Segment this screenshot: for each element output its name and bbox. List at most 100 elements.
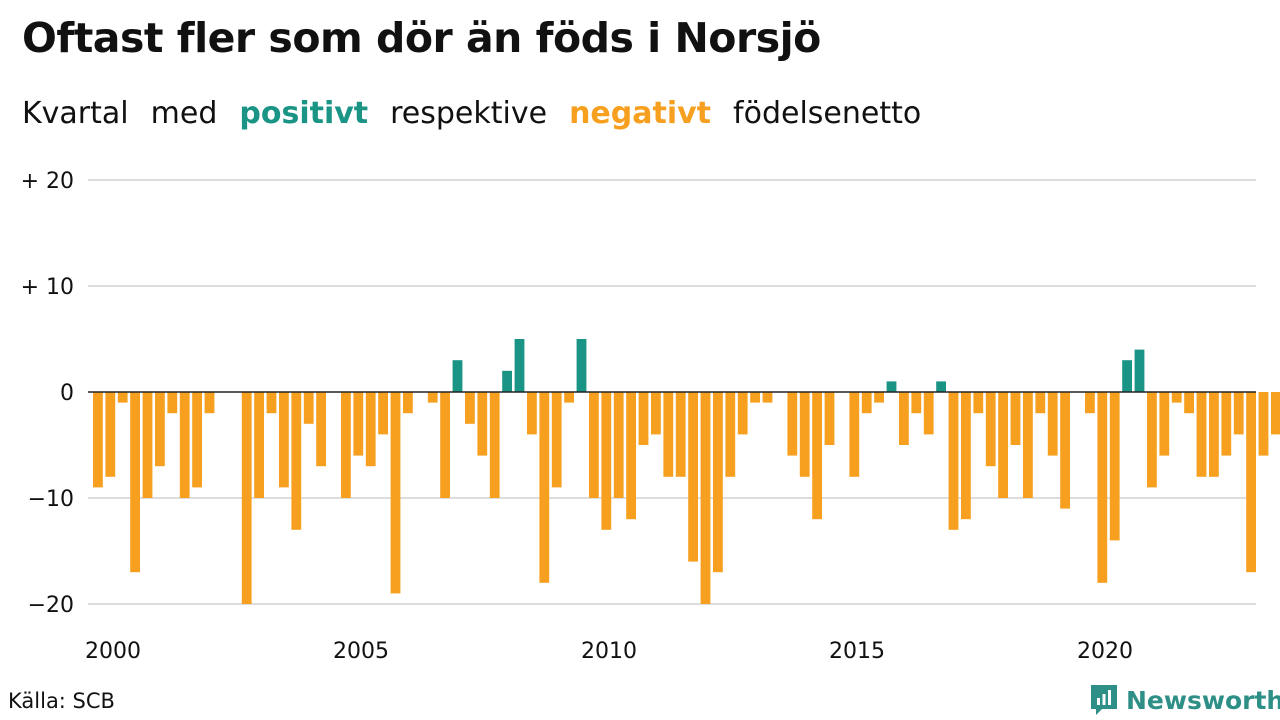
bar <box>155 392 165 467</box>
x-tick-label: 2010 <box>581 639 637 664</box>
bar <box>241 392 252 604</box>
bar <box>663 392 674 477</box>
bar <box>638 392 649 445</box>
subtitle-word: respektive <box>390 96 548 131</box>
bar <box>279 392 289 488</box>
bar <box>539 392 550 583</box>
bar <box>1171 392 1182 403</box>
x-tick-label: 2000 <box>85 639 141 664</box>
subtitle-word: Kvartal <box>22 96 129 131</box>
brand-name: Newsworthy <box>1126 685 1280 715</box>
brand-logo: Newsworthy <box>1088 683 1280 717</box>
bar <box>316 392 326 467</box>
bar <box>527 392 537 435</box>
bar <box>936 381 946 392</box>
bar <box>589 392 599 498</box>
bar <box>688 392 698 562</box>
bar <box>1271 392 1280 435</box>
bar <box>167 392 178 414</box>
bar <box>750 392 760 403</box>
bar <box>365 392 376 467</box>
bar <box>1184 392 1194 414</box>
bar <box>1233 392 1244 435</box>
bar <box>1134 349 1145 392</box>
bar <box>576 339 587 392</box>
bar <box>1209 392 1219 477</box>
bar <box>985 392 996 467</box>
bar <box>440 392 450 498</box>
y-tick-label: + 20 <box>21 169 74 194</box>
bar <box>502 370 512 392</box>
bar <box>961 392 971 520</box>
bar <box>452 360 463 392</box>
bar <box>911 392 922 414</box>
bar <box>849 392 860 477</box>
x-tick-label: 2005 <box>333 639 389 664</box>
bar <box>874 392 884 403</box>
bar <box>291 392 302 530</box>
bar <box>1060 392 1070 509</box>
bar <box>204 392 215 414</box>
bar <box>514 339 525 392</box>
bar <box>489 392 500 498</box>
y-tick-label: −10 <box>28 487 74 512</box>
chart-subtitle: Kvartal med positivt respektive negativt föde… <box>22 96 943 131</box>
bar <box>675 392 686 477</box>
bar <box>403 392 413 414</box>
bar <box>427 392 438 403</box>
bar <box>886 381 897 392</box>
subtitle-positive-word: positivt <box>239 96 369 131</box>
bar <box>787 392 798 456</box>
chart-title: Oftast fler som dör än föds i Norsjö <box>22 14 821 62</box>
bar <box>1122 360 1132 392</box>
bar <box>1196 392 1207 477</box>
bar <box>601 392 612 530</box>
subtitle-word: med <box>150 96 218 131</box>
bar <box>651 392 661 435</box>
bar <box>973 392 984 414</box>
subtitle-negative-word: negativt <box>569 96 712 131</box>
bar <box>1221 392 1232 456</box>
bar <box>477 392 488 456</box>
bar <box>1258 392 1269 456</box>
bar <box>1246 392 1256 573</box>
bar <box>948 392 959 530</box>
bar <box>1085 392 1095 414</box>
bar <box>923 392 934 435</box>
bar <box>725 392 736 477</box>
bar <box>341 392 351 498</box>
bar <box>899 392 909 445</box>
x-tick-label: 2020 <box>1077 639 1133 664</box>
bar <box>465 392 475 424</box>
bar <box>192 392 202 488</box>
y-tick-label: −20 <box>28 593 74 618</box>
source-note: Källa: SCB <box>8 689 115 713</box>
bar <box>799 392 810 477</box>
bar <box>1047 392 1058 456</box>
bar <box>1097 392 1108 583</box>
bar <box>303 392 314 424</box>
bar <box>93 392 103 488</box>
bar <box>626 392 636 520</box>
bar <box>824 392 835 445</box>
bar <box>1159 392 1170 456</box>
bar <box>812 392 822 520</box>
bar <box>762 392 773 403</box>
newsworthy-logo-icon <box>1091 685 1117 715</box>
bar <box>105 392 116 477</box>
bar <box>713 392 723 573</box>
bar <box>266 392 277 414</box>
bar <box>613 392 624 498</box>
bar <box>378 392 388 435</box>
bar <box>861 392 872 414</box>
y-tick-label: + 10 <box>21 275 74 300</box>
bar <box>179 392 190 498</box>
bar <box>564 392 574 403</box>
bar <box>998 392 1008 498</box>
bar <box>1023 392 1033 498</box>
bar <box>1147 392 1157 488</box>
bar <box>390 392 401 594</box>
bar <box>737 392 748 435</box>
bar <box>1010 392 1021 445</box>
